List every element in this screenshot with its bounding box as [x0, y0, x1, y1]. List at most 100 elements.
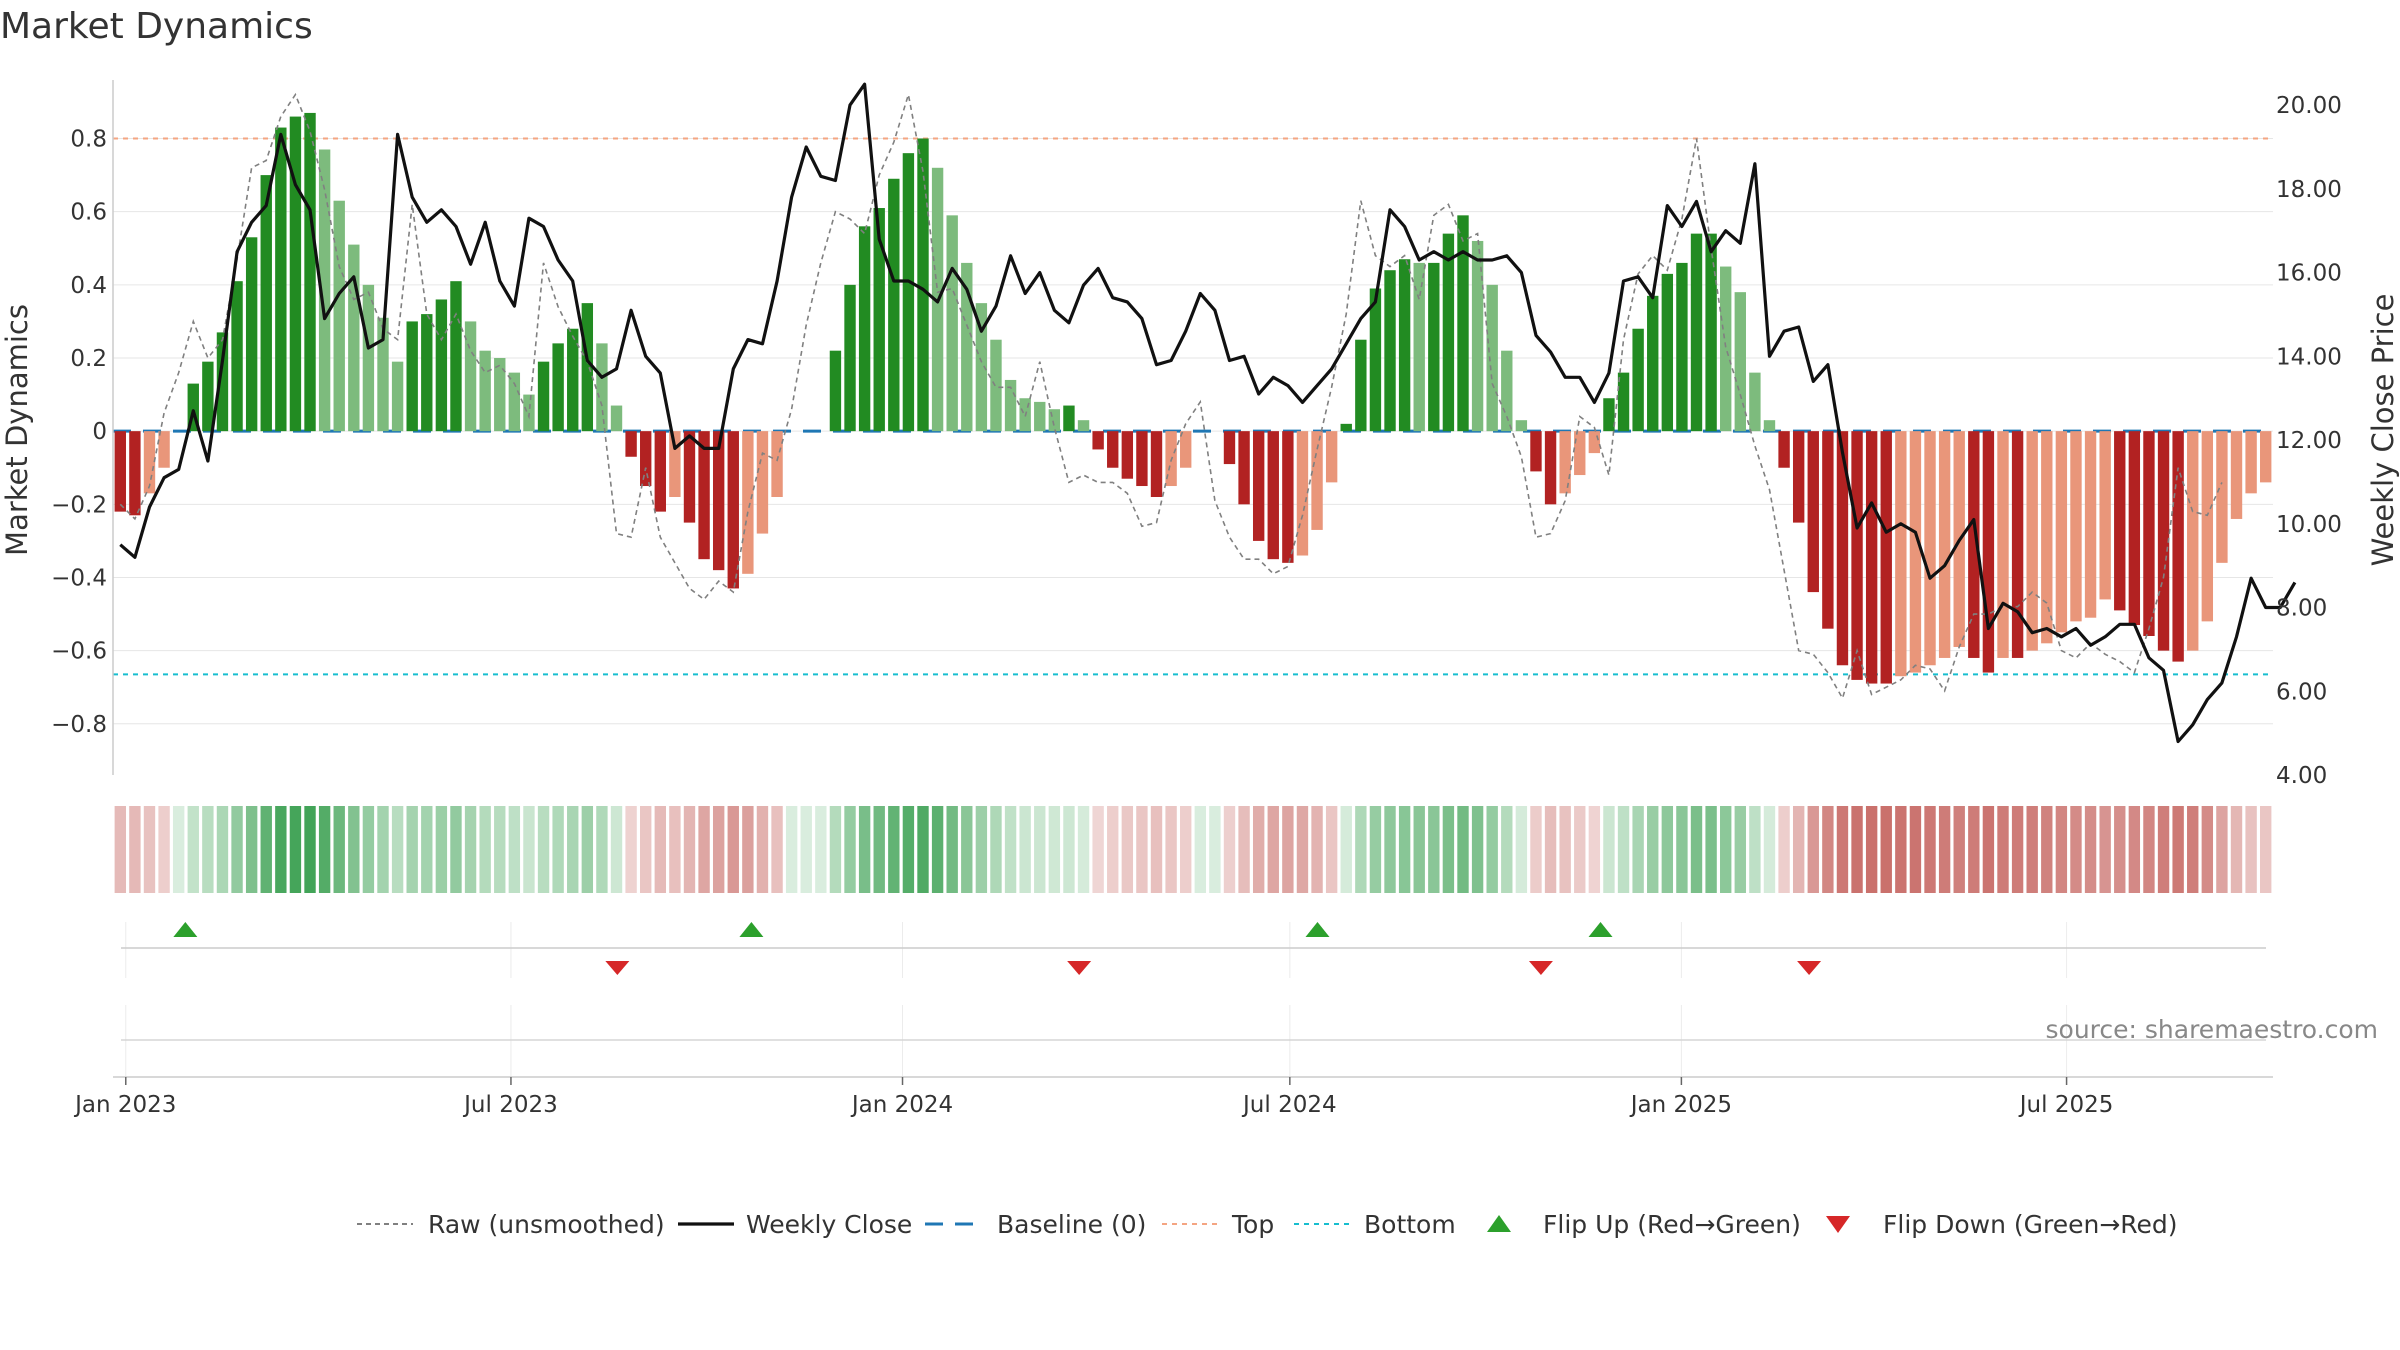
- dynamics-bar: [1413, 262, 1425, 432]
- heat-cell: [785, 806, 798, 893]
- dynamics-bar: [2187, 431, 2199, 651]
- heat-cell: [2260, 806, 2272, 893]
- dynamics-bar: [1296, 431, 1309, 556]
- dynamics-bar: [1471, 240, 1484, 432]
- x-tick-label: Jul 2023: [462, 1092, 558, 1118]
- legend: Raw (unsmoothed) Weekly Close Baseline (0)…: [357, 1210, 2178, 1239]
- flip-up-marker: [1305, 922, 1330, 937]
- heat-cell: [640, 806, 652, 893]
- dynamics-bar: [961, 262, 973, 432]
- weekly-close-series: [119, 82, 2297, 744]
- heat-cell: [2026, 806, 2038, 893]
- dynamics-bar: [508, 372, 521, 432]
- dynamics-bar: [2245, 431, 2257, 494]
- dynamics-bar: [669, 431, 681, 497]
- heat-cell: [1807, 806, 1819, 893]
- dynamics-bar: [1792, 431, 1805, 523]
- heat-cell: [771, 806, 783, 893]
- dynamics-bar: [2026, 431, 2038, 651]
- dynamics-bar: [829, 350, 842, 432]
- heat-cell: [1880, 806, 1892, 893]
- dynamics-bar: [1924, 431, 1936, 666]
- dynamics-bar: [464, 321, 477, 432]
- heat-cell: [1720, 806, 1732, 893]
- heat-cell: [421, 806, 433, 893]
- heat-cell: [2157, 806, 2170, 893]
- y2-tick-label: 4.00: [2276, 763, 2327, 789]
- heat-cell: [931, 806, 944, 893]
- dynamics-bar: [245, 237, 258, 432]
- dynamics-bar: [1004, 379, 1017, 432]
- y-axis-label: Market Dynamics: [0, 304, 34, 556]
- heat-cell: [2172, 806, 2184, 893]
- y2-tick-label: 8.00: [2276, 596, 2327, 622]
- heat-cell: [815, 806, 827, 893]
- heat-cell: [260, 806, 272, 893]
- heat-cell: [1763, 806, 1776, 893]
- dynamics-bar: [391, 361, 404, 432]
- heat-cell: [1588, 806, 1601, 893]
- legend-item-baseline: Baseline (0): [925, 1210, 1146, 1239]
- dynamics-bar: [2011, 431, 2024, 658]
- flip-down-marker: [1797, 961, 1822, 975]
- dynamics-bar: [1530, 431, 1542, 472]
- dynamics-bar: [917, 138, 929, 432]
- dynamics-bar: [1749, 372, 1761, 432]
- heat-cell: [669, 806, 681, 893]
- heat-cell: [698, 806, 710, 893]
- heat-cell: [1019, 806, 1031, 893]
- y2-tick-label: 16.00: [2276, 261, 2342, 287]
- heat-cell: [1034, 806, 1046, 893]
- heat-cell: [1428, 806, 1440, 893]
- legend-swatch: [1826, 1216, 1850, 1233]
- dynamics-bar: [2114, 431, 2126, 611]
- heat-cell: [1982, 806, 1995, 893]
- dynamics-bar: [1442, 233, 1455, 432]
- dynamics-bar: [990, 339, 1002, 432]
- dynamics-bar: [1617, 372, 1630, 432]
- legend-item-top: Top: [1162, 1210, 1274, 1239]
- dynamics-bar: [625, 431, 637, 457]
- y2-tick-label: 6.00: [2276, 679, 2327, 705]
- heat-cell: [1617, 806, 1630, 893]
- heat-cell: [1457, 806, 1469, 893]
- dynamics-bar: [1048, 409, 1061, 432]
- dynamics-bar: [552, 343, 564, 432]
- heat-cell: [2245, 806, 2257, 893]
- dynamics-bar: [1515, 420, 1528, 432]
- dynamics-bar: [1428, 262, 1440, 432]
- y2-tick-label: 18.00: [2276, 177, 2342, 203]
- dynamics-bar: [523, 394, 535, 432]
- dynamics-bar: [2230, 431, 2243, 519]
- heat-cell: [1267, 806, 1279, 893]
- dynamics-bar: [640, 431, 652, 487]
- heat-cell: [275, 806, 287, 893]
- dynamics-bar: [304, 112, 316, 432]
- dynamics-bar: [143, 431, 156, 494]
- heat-cell: [1209, 806, 1221, 893]
- heat-cell: [1194, 806, 1206, 893]
- dynamics-bar: [1238, 431, 1250, 505]
- dynamics-bar: [1603, 398, 1615, 432]
- dynamics-bar: [202, 361, 214, 432]
- heat-cell: [727, 806, 739, 893]
- heat-cell: [1574, 806, 1586, 893]
- legend-swatch: [1487, 1215, 1511, 1232]
- dynamics-bar: [1267, 431, 1279, 560]
- dynamics-bar: [1340, 423, 1352, 432]
- dynamics-bar: [2070, 431, 2082, 622]
- heat-cell: [2187, 806, 2199, 893]
- heat-cell: [129, 806, 141, 893]
- dynamics-bar: [1501, 350, 1513, 432]
- dynamics-bar: [2143, 431, 2155, 636]
- heat-cell: [1544, 806, 1557, 893]
- raw-line-series: [119, 92, 2223, 701]
- heat-cell: [435, 806, 448, 893]
- heat-cell: [1749, 806, 1761, 893]
- dynamics-bar: [902, 153, 915, 432]
- dynamics-bar: [1223, 431, 1236, 465]
- dynamics-bar: [1734, 292, 1746, 432]
- y-tick-label: −0.6: [51, 639, 107, 665]
- heat-cell: [2230, 806, 2243, 893]
